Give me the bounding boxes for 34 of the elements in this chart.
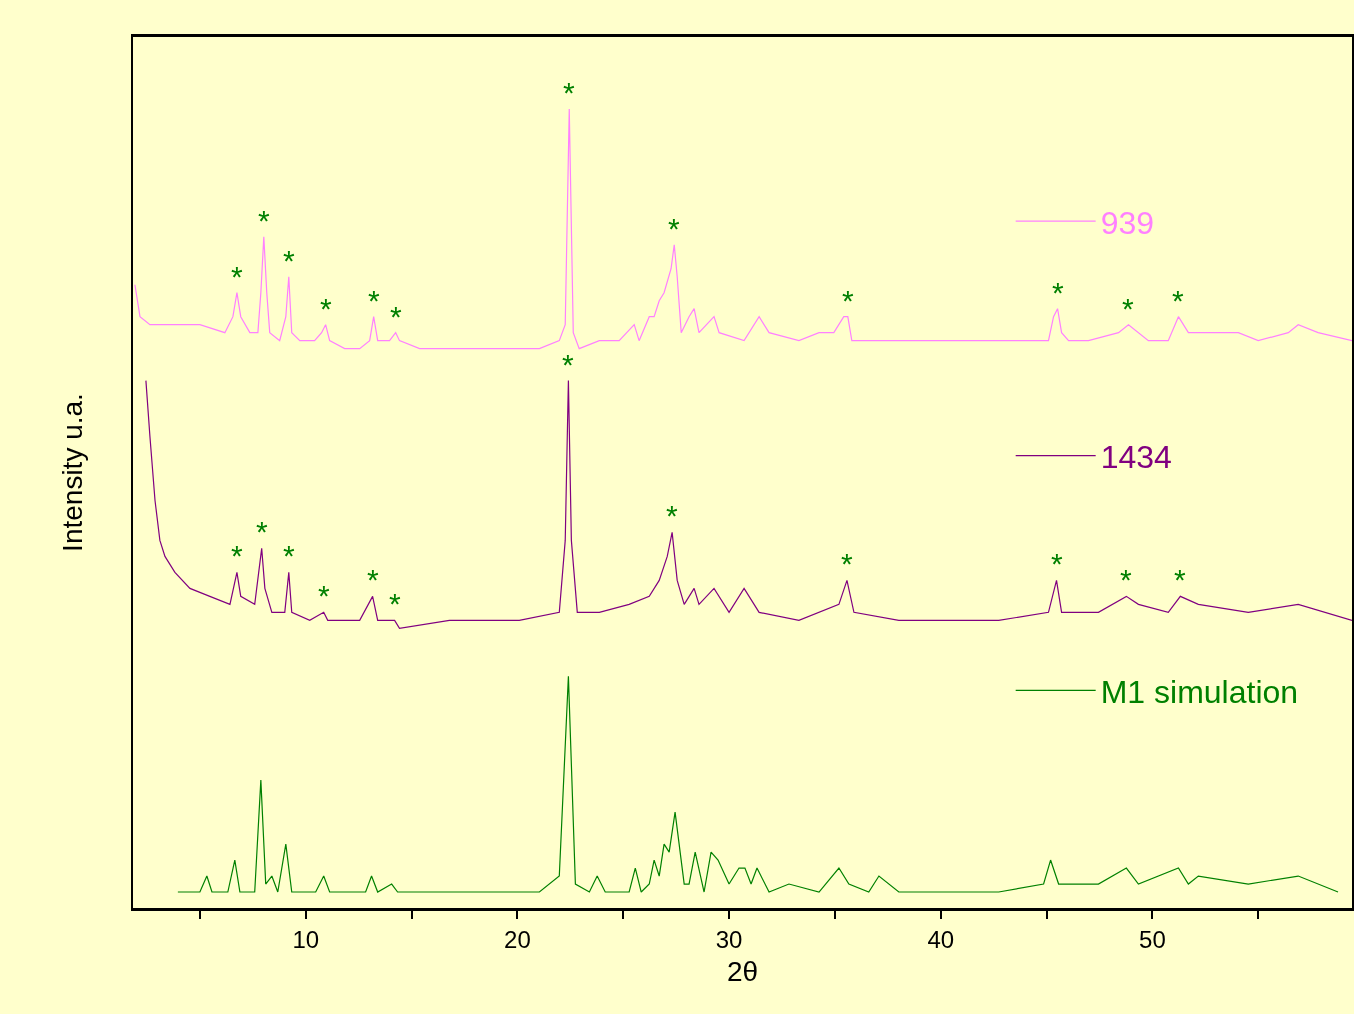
legend-label: M1 simulation: [1100, 673, 1299, 710]
annotation: *: [841, 547, 853, 580]
annotation: *: [256, 515, 268, 548]
annotation: *: [231, 260, 243, 293]
annotation: *: [666, 499, 678, 532]
annotation: *: [668, 212, 680, 245]
annotation: *: [1122, 292, 1134, 325]
annotation: *: [367, 563, 379, 596]
x-tick-label: 10: [292, 925, 320, 953]
legend-label: 939: [1100, 204, 1155, 241]
annotation: *: [231, 539, 243, 572]
annotation: *: [368, 284, 380, 317]
x-tick-label: 50: [1139, 925, 1166, 953]
legend-label: 1434: [1100, 439, 1172, 476]
annotation: *: [283, 244, 295, 277]
x-axis-title: 2θ: [726, 955, 759, 987]
annotation: *: [1051, 547, 1063, 580]
y-axis-title: Intensity u.a.: [57, 393, 89, 552]
annotation: *: [390, 300, 402, 333]
annotation: *: [283, 539, 295, 572]
annotation: *: [318, 579, 330, 612]
annotation: *: [842, 284, 854, 317]
annotation: *: [563, 76, 575, 109]
x-tick-label: 40: [927, 925, 955, 953]
annotation: *: [562, 348, 574, 381]
annotation: *: [1052, 276, 1064, 309]
x-tick-label: 20: [504, 925, 531, 953]
annotation: *: [1174, 563, 1186, 596]
annotation: *: [258, 204, 270, 237]
annotation: *: [320, 292, 332, 325]
annotation: *: [389, 587, 401, 620]
annotation: *: [1120, 563, 1132, 596]
annotation: *: [1172, 284, 1184, 317]
x-tick-label: 30: [715, 925, 743, 953]
